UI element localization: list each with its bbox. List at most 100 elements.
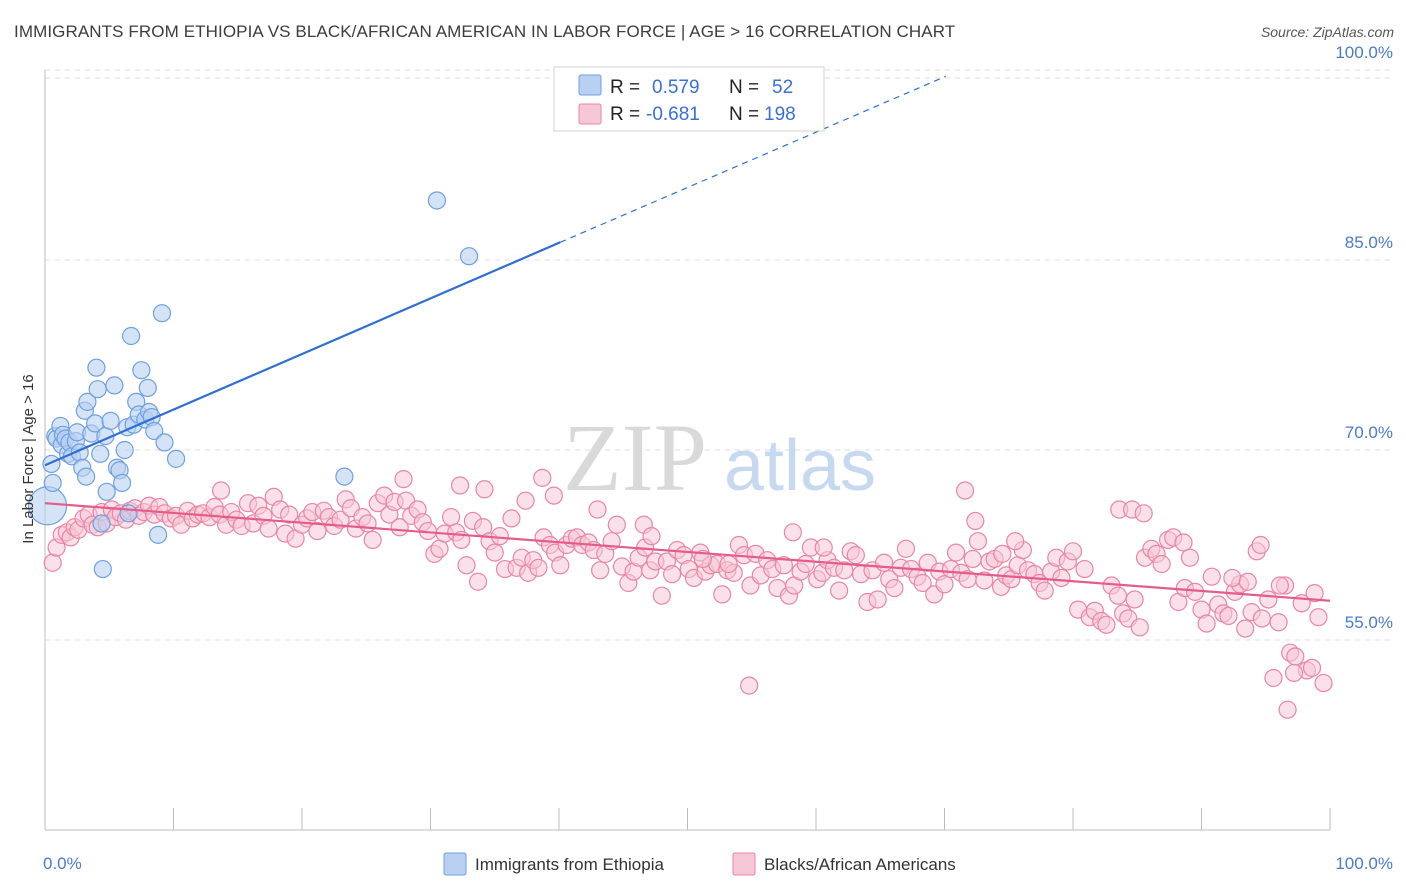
data-point-pink — [896, 539, 916, 558]
data-point-pink — [1309, 608, 1328, 627]
series-blacks-african-americans — [43, 468, 1333, 719]
trend-line-blue — [44, 241, 561, 467]
data-point-pink — [846, 546, 865, 565]
data-point-pink — [1286, 647, 1305, 666]
data-point-pink — [1125, 590, 1144, 609]
data-point-pink — [457, 556, 476, 575]
y-tick-label: 55.0% — [1345, 613, 1393, 632]
data-point-blue — [92, 514, 111, 533]
data-point-pink — [1097, 615, 1116, 634]
data-point-pink — [830, 581, 849, 600]
data-point-blue — [121, 326, 141, 346]
data-point-blue — [115, 440, 134, 460]
legend-n-value-1: 52 — [772, 77, 793, 98]
legend-n-label-2: N = — [729, 104, 759, 125]
data-point-pink — [1174, 533, 1193, 552]
data-point-pink — [814, 538, 833, 557]
data-point-pink — [1259, 590, 1278, 609]
data-point-pink — [1202, 567, 1221, 586]
data-point-pink — [955, 481, 975, 500]
legend-bottom-label-pink: Blacks/African Americans — [764, 855, 956, 874]
data-point-pink — [1264, 668, 1283, 688]
data-point-pink — [1052, 568, 1071, 588]
legend-r-label-2: R = — [610, 104, 640, 125]
data-point-blue — [152, 304, 172, 323]
chart-title: IMMIGRANTS FROM ETHIOPIA VS BLACK/AFRICA… — [14, 22, 956, 41]
data-point-pink — [1134, 504, 1153, 523]
data-point-pink — [1108, 586, 1128, 605]
data-point-blue — [101, 411, 120, 430]
data-point-pink — [1284, 663, 1304, 683]
data-point-pink — [1302, 658, 1322, 677]
data-point-blue — [335, 467, 354, 486]
watermark: ZIP atlas — [563, 404, 876, 511]
data-point-pink — [468, 572, 488, 591]
data-point-pink — [913, 573, 932, 593]
data-point-pink — [591, 561, 610, 580]
legend-series: Immigrants from Ethiopia Blacks/African … — [443, 852, 956, 876]
data-point-pink — [1035, 581, 1054, 600]
data-point-pink — [1130, 618, 1149, 637]
data-point-pink — [1238, 572, 1257, 591]
data-point-pink — [975, 571, 994, 590]
data-point-pink — [430, 539, 449, 558]
data-point-blue — [112, 473, 132, 493]
data-point-pink — [1197, 614, 1216, 633]
data-point-pink — [935, 575, 954, 594]
source-label: Source: ZipAtlas.com — [1260, 24, 1394, 40]
data-point-pink — [946, 543, 966, 562]
data-point-blue — [427, 191, 447, 210]
data-point-pink — [551, 556, 570, 575]
data-point-pink — [280, 505, 299, 524]
series-immigrants-from-ethiopia — [27, 191, 479, 579]
data-point-pink — [485, 543, 504, 562]
data-point-pink — [1251, 535, 1270, 555]
data-point-pink — [1219, 606, 1238, 626]
data-point-pink — [796, 554, 815, 574]
data-point-pink — [1063, 542, 1083, 561]
data-point-pink — [642, 527, 661, 546]
data-point-pink — [966, 511, 985, 531]
data-point-pink — [490, 527, 509, 546]
data-point-pink — [516, 491, 535, 510]
data-point-pink — [1006, 532, 1025, 551]
data-point-pink — [502, 509, 521, 528]
data-point-pink — [740, 676, 759, 695]
data-point-pink — [259, 519, 278, 538]
data-point-pink — [968, 532, 988, 551]
data-point-pink — [713, 585, 732, 604]
data-point-pink — [607, 515, 626, 534]
data-point-pink — [875, 553, 894, 572]
legend-bottom-label-blue: Immigrants from Ethiopia — [475, 855, 664, 874]
data-point-pink — [868, 590, 887, 609]
data-point-pink — [394, 470, 413, 489]
data-point-pink — [1314, 673, 1333, 693]
data-point-blue — [91, 444, 110, 463]
data-point-pink — [1236, 619, 1255, 638]
y-axis-label: In Labor Force | Age > 16 — [20, 374, 37, 543]
data-point-pink — [588, 500, 607, 519]
data-point-pink — [331, 510, 350, 529]
data-point-pink — [1152, 554, 1171, 574]
trend-line-pink — [44, 502, 1331, 602]
data-point-blue — [97, 482, 116, 501]
data-point-pink — [652, 586, 671, 605]
data-point-pink — [363, 530, 382, 550]
data-point-blue — [43, 473, 62, 493]
data-point-blue — [78, 392, 97, 411]
data-point-blue — [145, 421, 164, 441]
data-point-pink — [1252, 609, 1271, 628]
trend-lines — [44, 75, 1331, 602]
data-point-blue — [132, 361, 151, 380]
watermark-zip: ZIP — [563, 404, 707, 511]
data-point-pink — [43, 553, 62, 572]
data-point-blue — [155, 433, 174, 452]
data-point-pink — [662, 565, 682, 584]
data-point-pink — [441, 508, 461, 527]
legend-bottom-swatch-pink — [732, 852, 756, 876]
data-point-pink — [529, 558, 548, 577]
legend-bottom-swatch-blue — [443, 852, 467, 876]
legend-n-value-2: 198 — [764, 104, 796, 125]
legend-swatch-blue — [578, 74, 602, 96]
y-tick-label: 70.0% — [1345, 423, 1393, 442]
